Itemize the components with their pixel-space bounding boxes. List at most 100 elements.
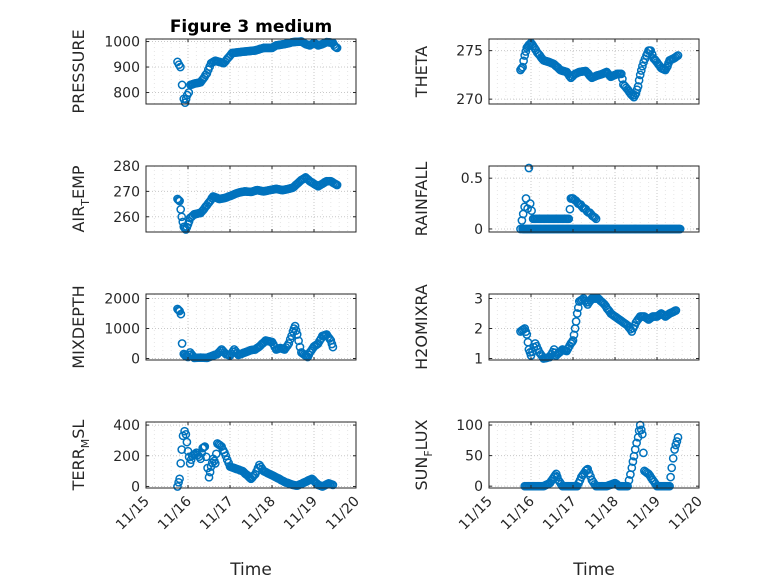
data-point [568, 336, 578, 345]
y-tick-label: 275 [456, 44, 483, 60]
x-tick-label: 11/20 [323, 494, 363, 534]
y-tick-label: 0 [131, 352, 140, 368]
data-point [670, 445, 679, 454]
data-point [565, 204, 575, 214]
data-point [332, 43, 342, 53]
data-point [673, 432, 683, 442]
y-tick-label: 800 [113, 86, 140, 102]
data-point [520, 51, 530, 60]
y-tick-label: 100 [456, 418, 483, 434]
data-point [176, 309, 186, 319]
data-points [516, 163, 685, 234]
x-tick-label: 11/18 [239, 494, 279, 534]
y-tick-label: 0.5 [461, 171, 483, 187]
data-points [173, 426, 338, 491]
axes-box [145, 421, 357, 489]
data-point [294, 336, 303, 346]
y-tick-label: 2000 [104, 292, 140, 308]
x-axis-label-right: Time [572, 560, 615, 580]
axes-box [488, 38, 700, 105]
data-point [290, 321, 300, 331]
data-point [633, 82, 643, 91]
data-point [675, 224, 685, 234]
data-point [623, 481, 632, 491]
y-tick-label: 2 [474, 322, 483, 338]
data-point [636, 425, 646, 435]
data-point [637, 429, 647, 439]
x-axis-label-left: Time [229, 560, 272, 580]
data-point [175, 196, 184, 206]
data-point [176, 62, 185, 72]
data-point [634, 75, 644, 85]
subplot-pressure: 800 900 1000 PRESSURE [69, 29, 357, 114]
data-point [287, 331, 296, 341]
data-points [173, 304, 338, 363]
data-point [666, 472, 675, 482]
data-point [196, 454, 205, 464]
data-point [627, 463, 637, 473]
data-point [572, 309, 582, 318]
data-point [207, 458, 217, 468]
data-point [591, 214, 601, 224]
x-tick-label: 11/19 [624, 494, 664, 534]
y-tick-label: 0 [474, 479, 483, 495]
data-point [173, 194, 182, 204]
data-point [518, 62, 527, 72]
y-tick-label: 200 [113, 449, 140, 465]
x-tick-label: 11/15 [456, 494, 496, 534]
y-tick-label: 900 [113, 60, 140, 76]
data-points [173, 173, 342, 234]
data-point [332, 180, 342, 190]
data-point [180, 98, 190, 108]
data-point [632, 438, 641, 448]
data-point [174, 195, 183, 205]
x-tick-label: 11/17 [197, 494, 237, 534]
data-point [527, 206, 536, 216]
subplot-sun: 0 50 100 11/15 11/16 11/17 11/18 11/19 11/20 SUNF… [412, 418, 706, 533]
y-tick-label: 1 [474, 352, 483, 368]
y-tick-label: 270 [456, 92, 483, 108]
data-point [177, 212, 187, 222]
data-point [186, 455, 196, 465]
data-point [638, 61, 647, 71]
data-point [328, 342, 338, 352]
subplot-theta: 270 275 THETA [412, 38, 700, 108]
y-tick-label: 0 [474, 222, 483, 238]
data-point [524, 163, 534, 173]
data-points [173, 37, 342, 108]
data-point [521, 194, 531, 203]
data-point [182, 437, 192, 447]
y-axis-label: AIRTEMP [69, 165, 92, 232]
axes-box [145, 165, 357, 233]
data-point [590, 213, 600, 222]
data-point [176, 458, 186, 468]
data-point [673, 51, 683, 60]
data-point [177, 339, 187, 348]
data-point [205, 467, 215, 477]
axes-box [488, 165, 700, 233]
data-point [291, 326, 301, 335]
data-point [668, 453, 678, 463]
data-point [616, 69, 626, 79]
y-axis-label: RAINFALL [412, 162, 431, 237]
data-point [639, 448, 648, 458]
figure-title: Figure 3 medium [170, 17, 332, 37]
subplot-h2omixra: 1 2 3 H2OMIXRA [412, 284, 700, 370]
data-point [665, 481, 674, 491]
data-point [636, 66, 646, 75]
x-tick-label: 11/16 [498, 493, 538, 533]
data-point [221, 451, 231, 461]
data-point [624, 475, 634, 485]
data-point [519, 56, 528, 66]
data-point [211, 449, 221, 459]
x-tick-label: 11/20 [666, 494, 706, 534]
y-tick-label: 270 [113, 184, 140, 200]
x-tick-label: 11/17 [540, 494, 580, 534]
data-point [175, 474, 184, 484]
y-tick-label: 1000 [104, 322, 140, 338]
data-point [671, 306, 681, 315]
subplot-air: 260 270 280 AIRTEMP [69, 159, 357, 234]
data-points [516, 38, 683, 102]
data-point [185, 459, 195, 468]
